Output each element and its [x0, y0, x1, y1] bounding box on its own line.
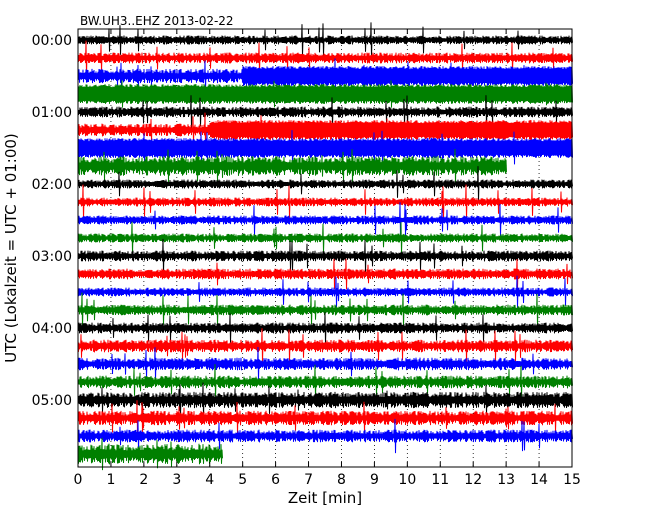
y-axis-ticks: 00:00 01:00 02:00 03:00 04:00 05:00 — [32, 33, 572, 409]
x-tick-label: 12 — [464, 472, 482, 488]
y-tick-label: 05:00 — [32, 393, 72, 409]
x-tick-label: 3 — [172, 472, 181, 488]
x-tick-label: 5 — [238, 472, 247, 488]
x-axis-ticks: 0 1 2 3 4 5 6 7 8 9 10 11 12 13 14 15 — [74, 29, 581, 488]
x-axis-label: Zeit [min] — [288, 489, 362, 507]
x-tick-label: 1 — [106, 472, 115, 488]
x-tick-label: 10 — [398, 472, 416, 488]
trace-line — [77, 418, 573, 454]
trace-line — [77, 95, 573, 129]
x-tick-label: 9 — [370, 472, 379, 488]
x-tick-label: 6 — [271, 472, 280, 488]
trace-line — [77, 166, 573, 202]
x-tick-label: 4 — [205, 472, 214, 488]
trace-line — [77, 382, 573, 418]
trace-line — [77, 437, 223, 471]
trace-line — [77, 238, 573, 274]
y-axis-label: UTC (Lokalzeit = UTC + 01:00) — [2, 133, 20, 363]
trace-line — [77, 184, 573, 220]
trace-line — [77, 292, 573, 328]
x-tick-label: 8 — [337, 472, 346, 488]
trace-line — [77, 202, 573, 238]
trace-line — [77, 400, 573, 436]
trace-line — [77, 40, 573, 76]
x-tick-label: 15 — [563, 472, 581, 488]
x-tick-label: 13 — [497, 472, 515, 488]
y-tick-label: 00:00 — [32, 33, 72, 49]
trace-line — [77, 258, 573, 290]
x-tick-label: 2 — [139, 472, 148, 488]
trace-line — [77, 328, 573, 364]
plot-frame — [77, 28, 573, 468]
trace-line — [77, 58, 573, 94]
trace-line — [77, 22, 573, 58]
trace-group — [77, 22, 573, 471]
x-tick-label: 0 — [74, 472, 83, 488]
trace-line — [77, 312, 573, 344]
x-tick-label: 14 — [530, 472, 548, 488]
x-tick-label: 7 — [304, 472, 313, 488]
trace-line — [77, 221, 573, 255]
y-tick-label: 01:00 — [32, 105, 72, 121]
y-tick-label: 03:00 — [32, 249, 72, 265]
chart-title: BW.UH3..EHZ 2013-02-22 — [80, 14, 234, 28]
trace-line — [77, 364, 573, 400]
trace-line — [77, 275, 573, 309]
y-tick-label: 02:00 — [32, 177, 72, 193]
trace-line — [77, 346, 573, 382]
trace-line — [77, 112, 573, 148]
trace-line — [77, 148, 507, 184]
trace-line — [77, 80, 573, 108]
trace-line — [77, 130, 573, 166]
x-tick-label: 11 — [431, 472, 449, 488]
y-tick-label: 04:00 — [32, 321, 72, 337]
